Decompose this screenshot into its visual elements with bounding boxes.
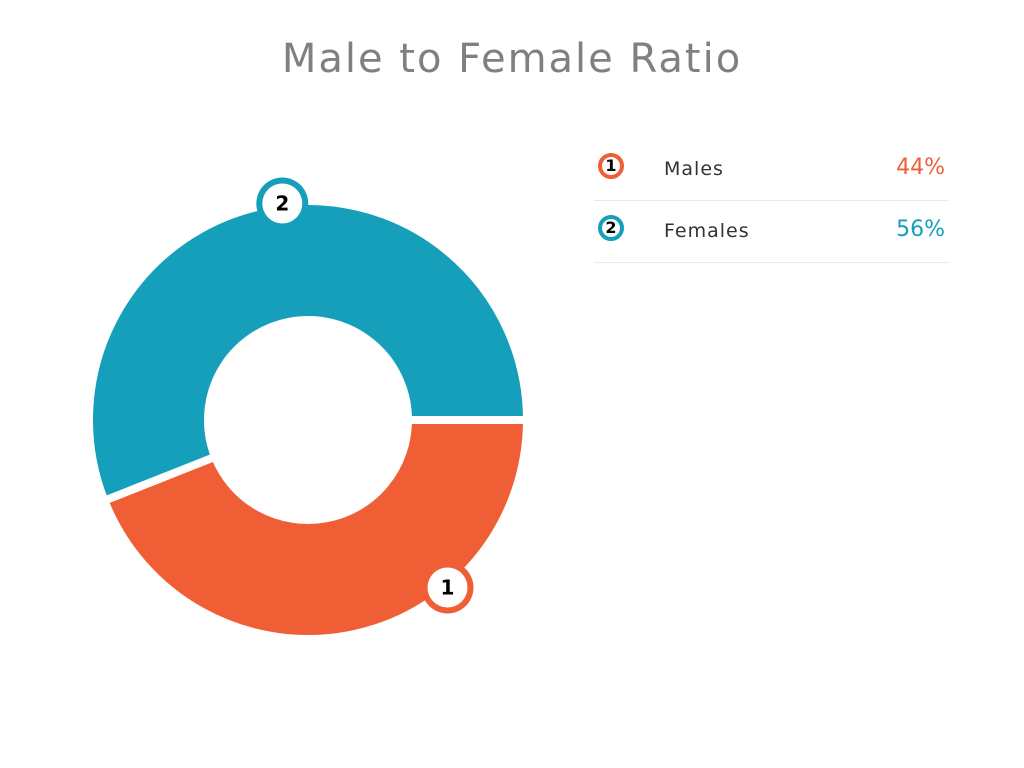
slice-marker-label-2: 2 [275,192,289,216]
legend-item-males: 1 Males 44% [594,139,949,201]
chart-title: Male to Female Ratio [281,36,743,82]
legend: 1 Males 44% 2 Females 56% [594,139,949,263]
legend-marker-2: 2 [598,215,624,241]
legend-item-females: 2 Females 56% [594,201,949,263]
slice-marker-2: 2 [256,177,309,230]
donut-slice-females [85,197,532,506]
donut-chart: 12 [85,177,532,639]
legend-marker-1: 1 [598,153,624,179]
slice-marker-1: 1 [421,561,474,614]
legend-label-females: Females [664,220,750,242]
slice-marker-label-1: 1 [441,576,455,600]
legend-value-females: 56% [896,217,945,242]
legend-value-males: 44% [896,155,945,180]
legend-label-males: Males [664,158,724,180]
